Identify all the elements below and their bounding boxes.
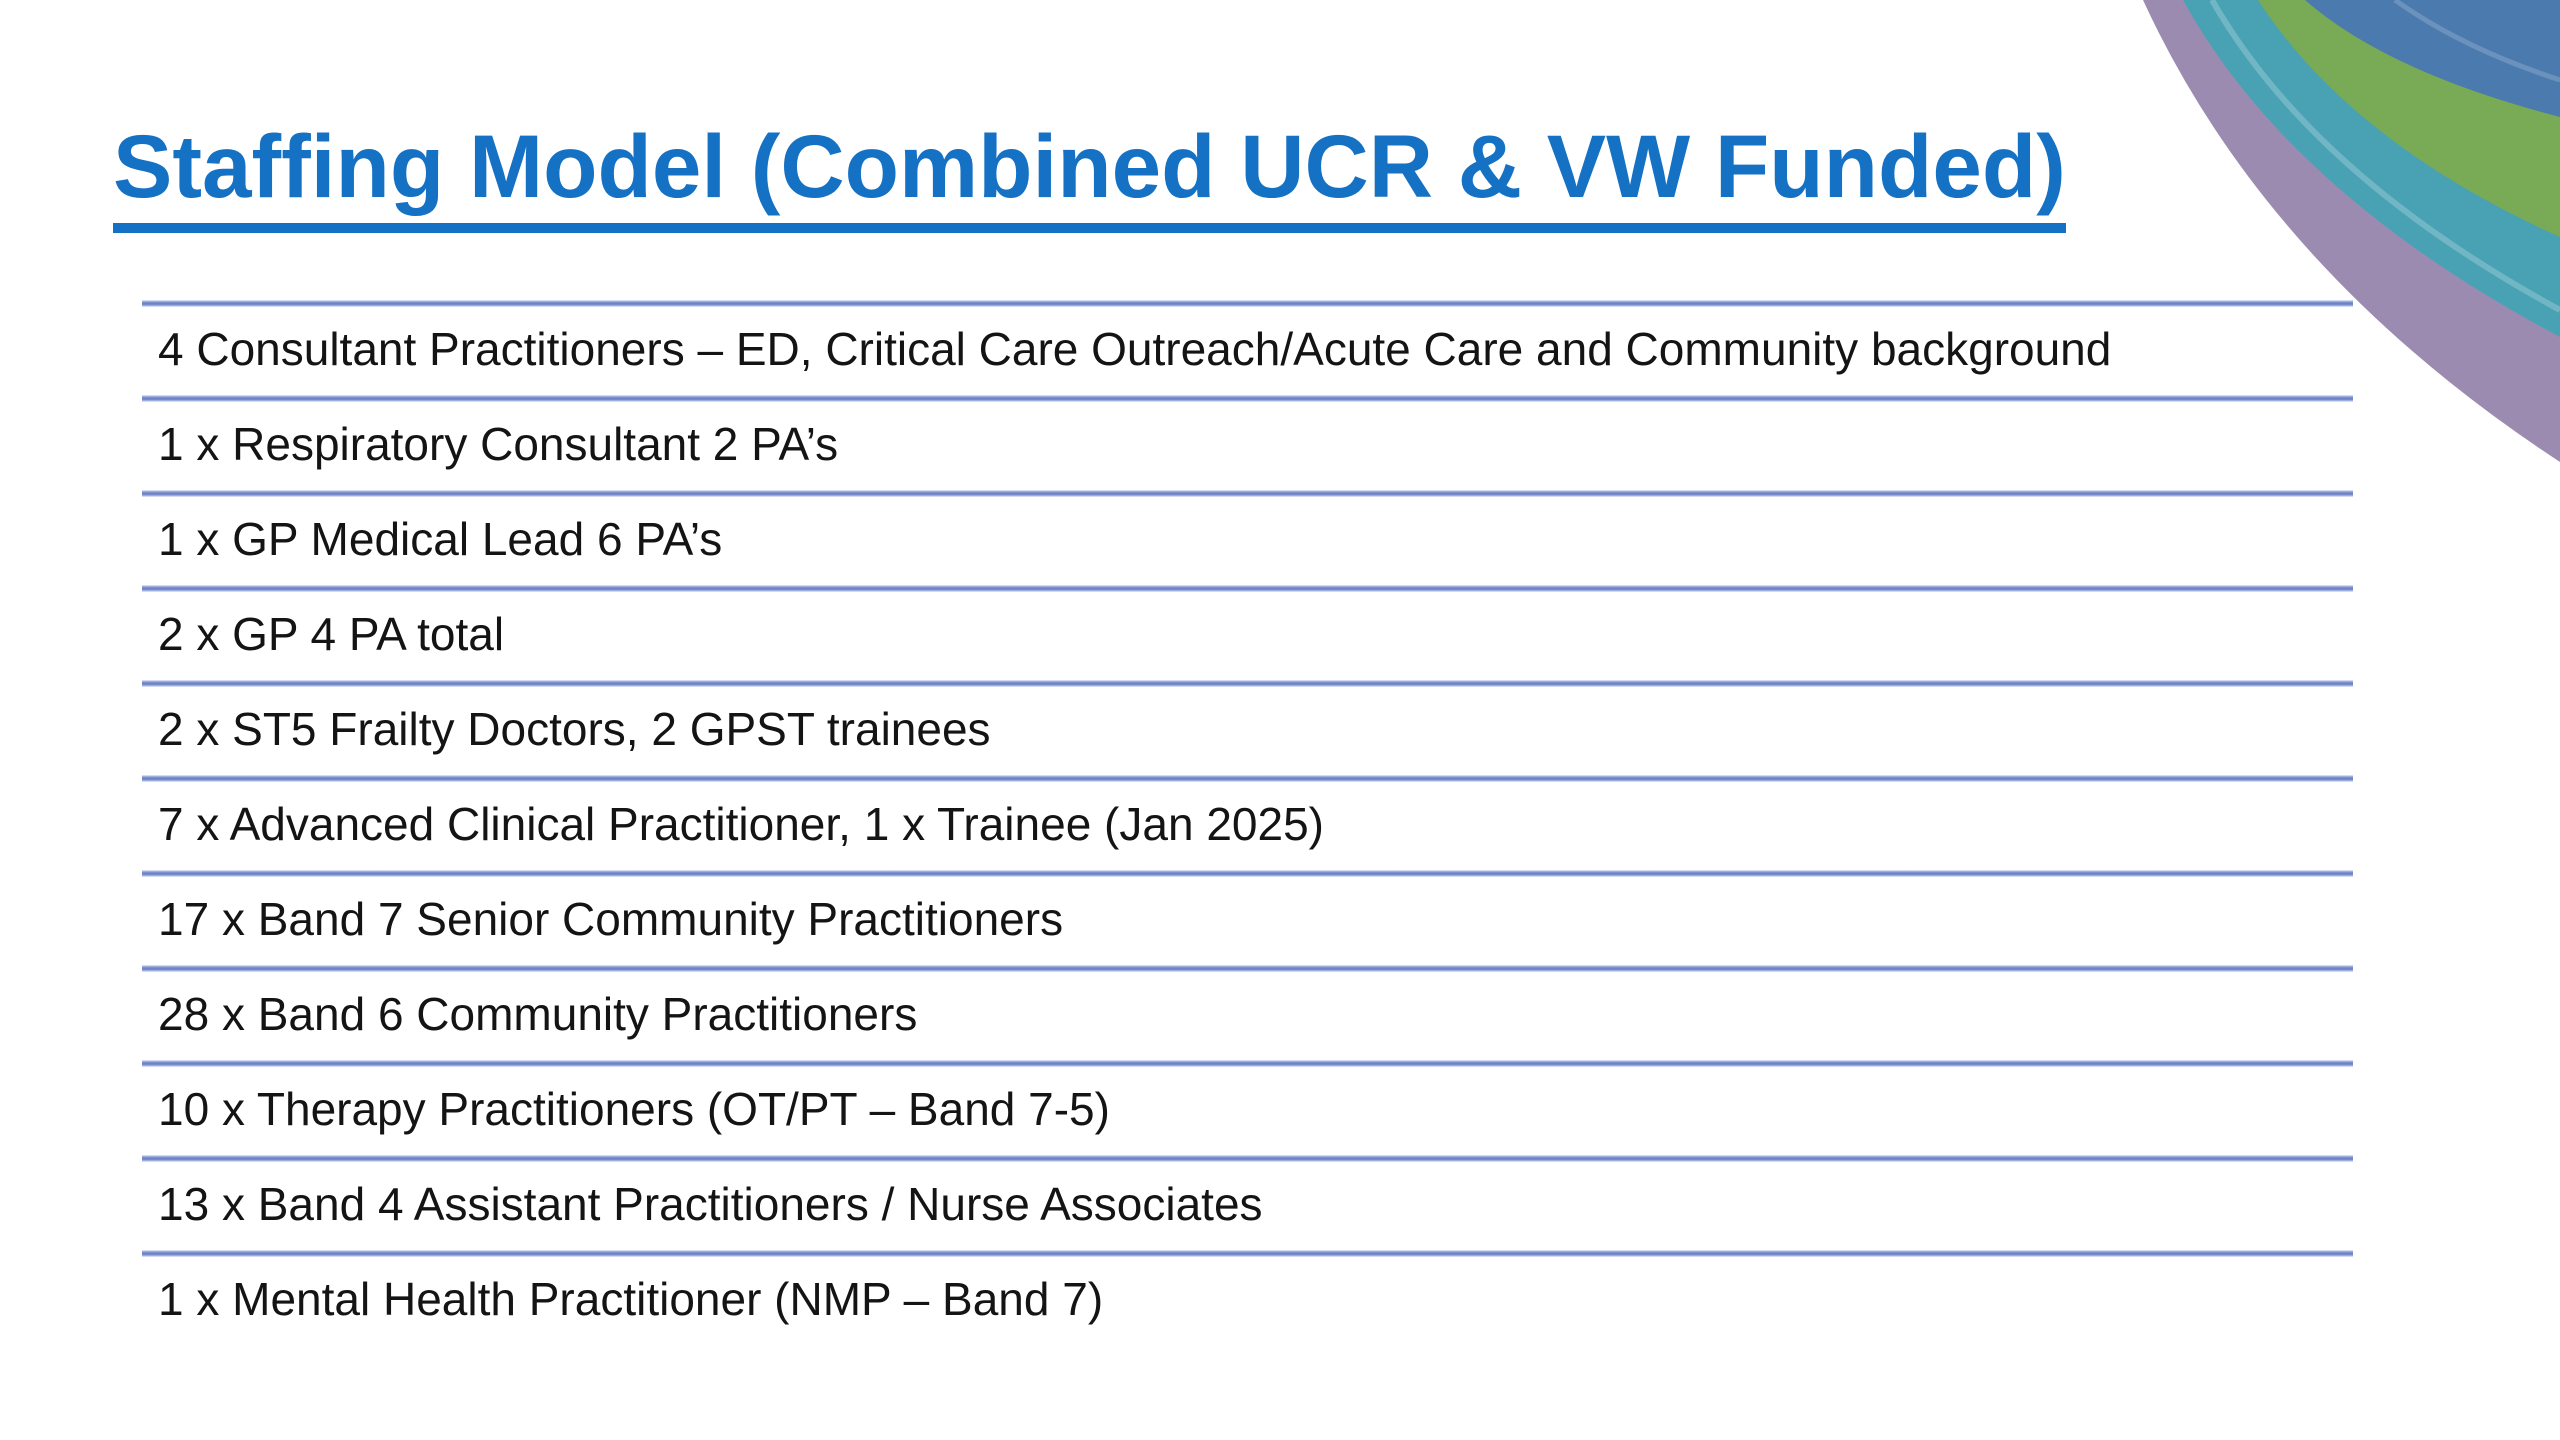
table-row: 2 x ST5 Frailty Doctors, 2 GPST trainees xyxy=(142,680,2353,775)
swoosh-teal-band xyxy=(2183,0,2560,337)
table-row-text: 28 x Band 6 Community Practitioners xyxy=(158,987,918,1040)
table-row-text: 4 Consultant Practitioners – ED, Critica… xyxy=(158,322,2112,375)
staffing-table: 4 Consultant Practitioners – ED, Critica… xyxy=(142,300,2353,1345)
table-row-text: 1 x Mental Health Practitioner (NMP – Ba… xyxy=(158,1272,1104,1325)
swoosh-green-band xyxy=(2258,0,2560,237)
table-row-text: 13 x Band 4 Assistant Practitioners / Nu… xyxy=(158,1177,1263,1230)
table-row-text: 10 x Therapy Practitioners (OT/PT – Band… xyxy=(158,1082,1110,1135)
table-row: 10 x Therapy Practitioners (OT/PT – Band… xyxy=(142,1060,2353,1155)
slide-title: Staffing Model (Combined UCR & VW Funded… xyxy=(113,122,2066,233)
table-row-text: 1 x Respiratory Consultant 2 PA’s xyxy=(158,417,839,470)
table-row: 7 x Advanced Clinical Practitioner, 1 x … xyxy=(142,775,2353,870)
table-row: 1 x Mental Health Practitioner (NMP – Ba… xyxy=(142,1250,2353,1345)
table-row-text: 7 x Advanced Clinical Practitioner, 1 x … xyxy=(158,797,1324,850)
table-row-text: 17 x Band 7 Senior Community Practitione… xyxy=(158,892,1064,945)
swoosh-highlight xyxy=(2393,0,2560,83)
swoosh-blue-band xyxy=(2305,0,2560,117)
table-row-text: 2 x ST5 Frailty Doctors, 2 GPST trainees xyxy=(158,702,991,755)
table-row: 13 x Band 4 Assistant Practitioners / Nu… xyxy=(142,1155,2353,1250)
table-row: 2 x GP 4 PA total xyxy=(142,585,2353,680)
swoosh-highlight xyxy=(2209,0,2560,313)
table-row-text: 2 x GP 4 PA total xyxy=(158,607,505,660)
table-row-text: 1 x GP Medical Lead 6 PA’s xyxy=(158,512,723,565)
table-row: 17 x Band 7 Senior Community Practitione… xyxy=(142,870,2353,965)
table-row: 1 x Respiratory Consultant 2 PA’s xyxy=(142,395,2353,490)
table-row: 4 Consultant Practitioners – ED, Critica… xyxy=(142,300,2353,395)
table-row: 1 x GP Medical Lead 6 PA’s xyxy=(142,490,2353,585)
slide-title-text: Staffing Model (Combined UCR & VW Funded… xyxy=(113,122,2066,233)
table-row: 28 x Band 6 Community Practitioners xyxy=(142,965,2353,1060)
